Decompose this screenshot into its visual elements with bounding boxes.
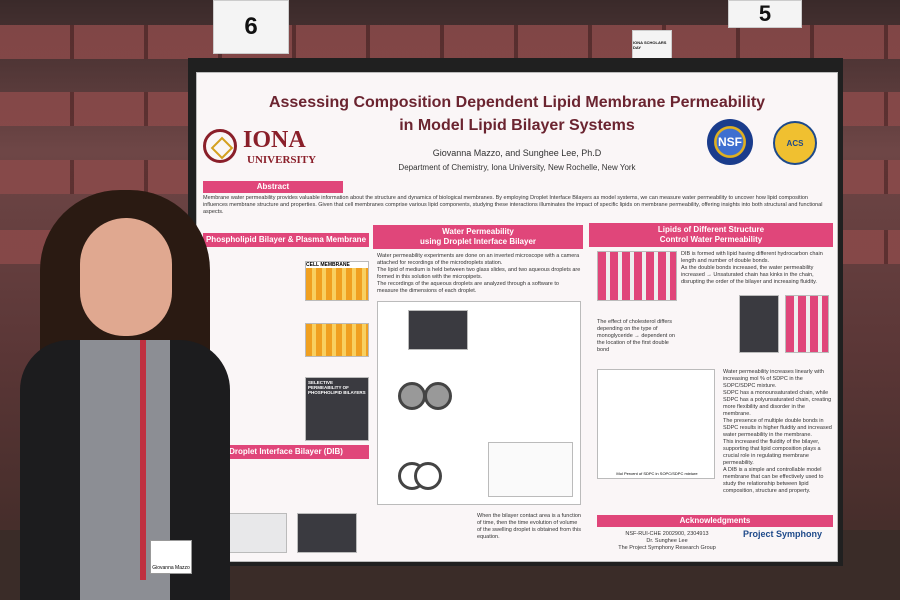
seat-row — [0, 25, 900, 59]
droplet-icon — [398, 382, 426, 410]
ack-line: NSF-RUI-CHE 2002900, 2304913 — [625, 531, 709, 537]
bullet: A DIB is a simple and controllable model… — [723, 467, 824, 494]
title-line-2: in Model Lipid Bilayer Systems — [399, 117, 635, 134]
abstract-header: Abstract — [203, 181, 343, 193]
droplet-micrograph — [739, 295, 779, 353]
lipid-figure — [305, 323, 369, 357]
cell-membrane-figure: CELL MEMBRANE — [305, 261, 369, 301]
title-line-1: Assessing Composition Dependent Lipid Me… — [268, 94, 766, 111]
red-lanyard — [140, 340, 146, 580]
results-bullets: Water permeability increases linearly wi… — [723, 369, 833, 509]
selective-permeability-figure: SELECTIVE PERMEABILITY OF PHOSPHOLIPID B… — [305, 377, 369, 441]
iona-logo-text: IONA — [243, 127, 306, 153]
figure-label: CELL MEMBRANE — [306, 262, 368, 268]
lipids-structure-header: Lipids of Different Structure Control Wa… — [589, 223, 833, 247]
presenter-person — [20, 190, 230, 600]
header-line: Control Water Permeability — [659, 235, 763, 244]
poster-authors: Giovanna Mazzo, and Sunghee Lee, Ph.D — [432, 148, 602, 158]
bullet: DIB is formed with lipid having differen… — [681, 251, 823, 264]
bullet: Water permeability increases linearly wi… — [723, 369, 824, 389]
abstract-text: Membrane water permeability provides val… — [203, 195, 823, 215]
ack-line: The Project Symphony Research Group — [618, 545, 716, 551]
header-line: Lipids of Different Structure — [657, 225, 765, 234]
permeability-bar-chart — [597, 251, 677, 301]
dib-micrograph-figure — [297, 513, 357, 553]
table-number: 5 — [758, 1, 772, 26]
bullet: SOPC has a monounsaturated chain, while … — [723, 390, 832, 417]
bullet: This increased the fluidity of the bilay… — [723, 439, 821, 466]
droplet-icon — [414, 462, 442, 490]
project-symphony-logo: Project Symphony — [743, 529, 823, 539]
bullet: The lipid of medium is held between two … — [377, 267, 581, 280]
table-number-card-right: 5 — [728, 0, 802, 28]
water-bullets: Water permeability experiments are done … — [377, 253, 581, 295]
acknowledgments-header: Acknowledgments — [597, 515, 833, 527]
droplet-icon — [424, 382, 452, 410]
table-number-card-left: 6 — [213, 0, 289, 54]
header-line: Water Permeability — [442, 227, 514, 236]
small-card: IONA SCHOLARS DAY — [632, 30, 672, 60]
cholesterol-text: The effect of cholesterol differs depend… — [597, 319, 675, 353]
ack-line: Dr. Sunghee Lee — [646, 538, 688, 544]
water-permeability-header: Water Permeability using Droplet Interfa… — [373, 225, 583, 249]
header-line: using Droplet Interface Bilayer — [419, 237, 537, 246]
face — [80, 218, 172, 336]
bullet: The presence of multiple double bonds in… — [723, 418, 832, 438]
acs-logo-icon: ACS — [773, 121, 817, 165]
dib-header: Droplet Interface Bilayer (DIB) — [203, 445, 369, 459]
name-badge: Giovanna Mazzo — [150, 540, 192, 574]
iona-seal-icon — [203, 129, 237, 163]
iona-logo-subtext: UNIVERSITY — [247, 154, 317, 166]
poster-title: Assessing Composition Dependent Lipid Me… — [197, 91, 837, 137]
research-poster: IONA UNIVERSITY Assessing Composition De… — [196, 72, 838, 562]
microscope-photo — [408, 310, 468, 350]
sdpc-scatter-plot: Mol Percent of SDPC in SOPC/SDPC mixture — [597, 369, 715, 479]
acknowledgments-text: NSF-RUI-CHE 2002900, 2304913 Dr. Sunghee… — [607, 531, 727, 559]
phospholipid-header: Phospholipid Bilayer & Plasma Membrane — [203, 233, 369, 247]
table-number: 6 — [244, 13, 258, 40]
bullet: As the double bonds increased, the water… — [681, 265, 817, 285]
nsf-logo-icon: NSF — [707, 119, 753, 165]
plot-xlabel: Mol Percent of SDPC in SOPC/SDPC mixture — [616, 471, 698, 476]
card-text: IONA SCHOLARS DAY — [633, 40, 667, 50]
poster-department: Department of Chemistry, Iona University… — [398, 163, 636, 172]
lipids-bullets: DIB is formed with lipid having differen… — [681, 251, 831, 291]
bullet: Water permeability experiments are done … — [377, 253, 580, 266]
figure-label: SELECTIVE PERMEABILITY OF PHOSPHOLIPID B… — [308, 380, 366, 395]
cholesterol-bar-chart — [785, 295, 829, 353]
volume-plot-figure — [488, 442, 573, 497]
experimental-setup-figure — [377, 301, 581, 505]
equation-note: When the bilayer contact area is a funct… — [477, 513, 581, 540]
bullet: The recordings of the aqueous droplets a… — [377, 281, 559, 294]
dib-diagram-figure — [227, 513, 287, 553]
